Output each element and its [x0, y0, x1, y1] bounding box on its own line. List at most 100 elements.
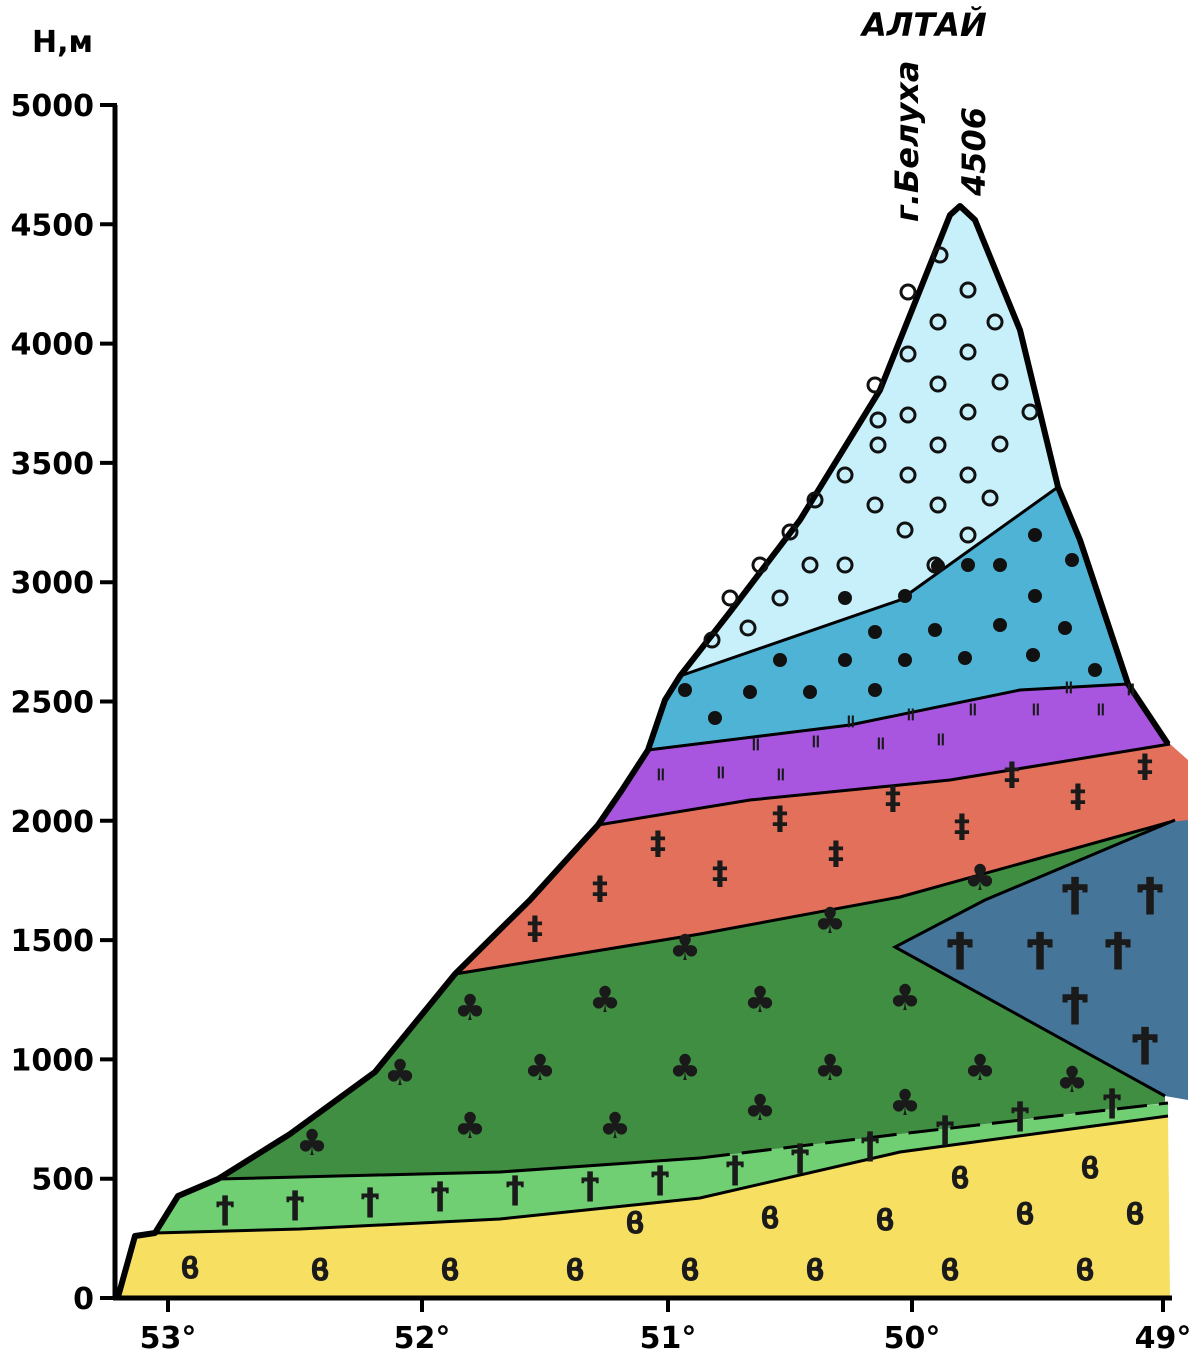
- boundary-steppe: [154, 1114, 1169, 1235]
- zone-symbol-tundra: [993, 558, 1007, 572]
- zone-symbol-taiga: ♣: [296, 1123, 328, 1164]
- zone-symbol-nival: [986, 313, 1004, 331]
- zone-symbol-subalpine: ‡: [592, 869, 608, 907]
- zone-symbol-taiga: ♣: [454, 988, 486, 1029]
- zone-symbol-alpine-meadow: ॥: [1125, 679, 1136, 700]
- y-tick-label: 500: [31, 1163, 94, 1198]
- zone-symbol-nival: [991, 435, 1009, 453]
- boundary-forest-steppe-dashed: [699, 1101, 1169, 1160]
- zone-symbol-steppe: ϐ: [180, 1252, 200, 1287]
- zone-symbol-tundra: [958, 651, 972, 665]
- zone-symbol-steppe: ϐ: [310, 1254, 330, 1289]
- x-tick-label: 51°: [640, 1321, 697, 1356]
- zone-symbol-alpine-meadow: ॥: [905, 704, 916, 725]
- zone-symbol-nival: [721, 589, 739, 607]
- zone-symbol-taiga: ♣: [814, 1048, 846, 1089]
- zone-boundaries: [154, 485, 1176, 1235]
- zone-symbol-nival: [739, 619, 757, 637]
- boundary-taiga: [454, 820, 1171, 976]
- zone-symbol-forest-steppe: ϯ: [791, 1137, 810, 1175]
- zone-symbol-subalpine: ‡: [712, 854, 728, 892]
- zone-symbol-taiga: ♣: [744, 1088, 776, 1129]
- zone-symbol-taiga: ♣: [964, 858, 996, 899]
- zone-symbol-nival: [866, 496, 884, 514]
- zone-symbol-taiga: ♣: [454, 1106, 486, 1147]
- zone-symbol-nival: [899, 345, 917, 363]
- zone-symbol-tundra: [743, 685, 757, 699]
- zone-symbol-tundra: [773, 653, 787, 667]
- zone-symbol-steppe: ϐ: [805, 1254, 825, 1289]
- y-ticks: 0 500 1000 1500 2000 2500 3000 3500 4000 4500 5000: [11, 89, 117, 1317]
- zone-symbol-nival: [703, 631, 721, 649]
- y-tick-label: 3000: [11, 566, 95, 601]
- zone-nival: [680, 206, 1058, 676]
- zone-symbol-nival: [801, 556, 819, 574]
- zone-symbol-nival: [866, 376, 884, 394]
- zone-symbol-tundra: [678, 683, 692, 697]
- zone-symbol-nival: [991, 373, 1009, 391]
- zone-symbol-nival: [869, 411, 887, 429]
- y-tick-label: 2500: [11, 686, 95, 721]
- zone-symbol-forest-steppe: ϯ: [286, 1184, 305, 1222]
- zone-symbol-forest-steppe: ϯ: [581, 1165, 600, 1203]
- zone-symbol-tundra: [838, 653, 852, 667]
- zone-forest-steppe: [155, 1103, 1168, 1233]
- zone-symbol-subalpine: ‡: [885, 779, 901, 817]
- y-tick-label: 2000: [11, 805, 95, 840]
- zone-symbol-taiga: ♣: [1056, 1060, 1088, 1101]
- zone-symbol-taiga: ♣: [524, 1048, 556, 1089]
- zone-symbol-nival: [806, 491, 824, 509]
- x-tick-label: 53°: [140, 1321, 197, 1356]
- zone-symbol-taiga: ♣: [384, 1053, 416, 1094]
- x-tick-label: 49°: [1135, 1321, 1192, 1356]
- zone-symbol-nival: [931, 246, 949, 264]
- zone-symbol-steppe: ϐ: [760, 1202, 780, 1237]
- zone-symbol-taiga: ♣: [814, 901, 846, 942]
- zone-highland-steppe: [895, 820, 1188, 1100]
- boundary-highland-steppe: [891, 818, 1176, 1098]
- zone-symbol-nival: [981, 489, 999, 507]
- zone-symbol-tundra: [1058, 621, 1072, 635]
- zone-symbol-tundra: [868, 625, 882, 639]
- zone-steppe: [118, 1116, 1170, 1297]
- mountain-profile-outline: [115, 203, 1171, 1298]
- zone-symbol-taiga: ♣: [669, 1048, 701, 1089]
- zone-symbol-tundra: [1026, 648, 1040, 662]
- y-tick-label: 4500: [11, 208, 95, 243]
- zone-symbol-tundra: [708, 711, 722, 725]
- zone-alpine-meadow: [598, 684, 1168, 825]
- zone-symbol-nival: [781, 523, 799, 541]
- zone-symbol-steppe: ϐ: [1125, 1198, 1145, 1233]
- zone-symbol-tundra: [1028, 589, 1042, 603]
- zone-symbol-steppe: ϐ: [1075, 1254, 1095, 1289]
- peak-name: г.Белуха: [888, 61, 926, 223]
- zone-symbol-forest-steppe: ϯ: [936, 1109, 955, 1147]
- zone-symbol-highland-steppe: Ϯ: [1104, 925, 1131, 971]
- zone-symbol-tundra: [993, 618, 1007, 632]
- zone-symbol-highland-steppe: Ϯ: [1061, 980, 1088, 1026]
- zone-symbol-tundra: [898, 589, 912, 603]
- zone-symbol-tundra: [928, 623, 942, 637]
- chart-title: АЛТАЙ: [859, 6, 987, 44]
- zone-symbol-nival: [959, 343, 977, 361]
- zone-symbol-nival: [959, 526, 977, 544]
- zone-layers: [118, 206, 1188, 1297]
- zone-symbol-taiga: ♣: [964, 1048, 996, 1089]
- zone-symbol-taiga: ♣: [599, 1106, 631, 1147]
- x-ticks: 53° 52° 51° 50° 49°: [140, 1296, 1192, 1356]
- zone-symbol-alpine-meadow: ॥: [1095, 699, 1106, 720]
- x-tick-label: 52°: [394, 1321, 451, 1356]
- zone-symbol-tundra: [838, 591, 852, 605]
- zone-symbol-steppe: ϐ: [1080, 1152, 1100, 1187]
- zone-symbol-subalpine: ‡: [650, 824, 666, 862]
- zone-taiga: [218, 822, 1170, 1179]
- boundary-alpine-meadow: [647, 682, 1129, 752]
- zone-symbol-tundra: [961, 558, 975, 572]
- zone-symbol-nival: [1021, 403, 1039, 421]
- zone-symbol-taiga: ♣: [744, 980, 776, 1021]
- zone-symbol-tundra: [868, 683, 882, 697]
- zone-symbol-alpine-meadow: ॥: [775, 764, 786, 785]
- zone-symbol-forest-steppe: ϯ: [651, 1159, 670, 1197]
- zone-subalpine: [455, 744, 1188, 974]
